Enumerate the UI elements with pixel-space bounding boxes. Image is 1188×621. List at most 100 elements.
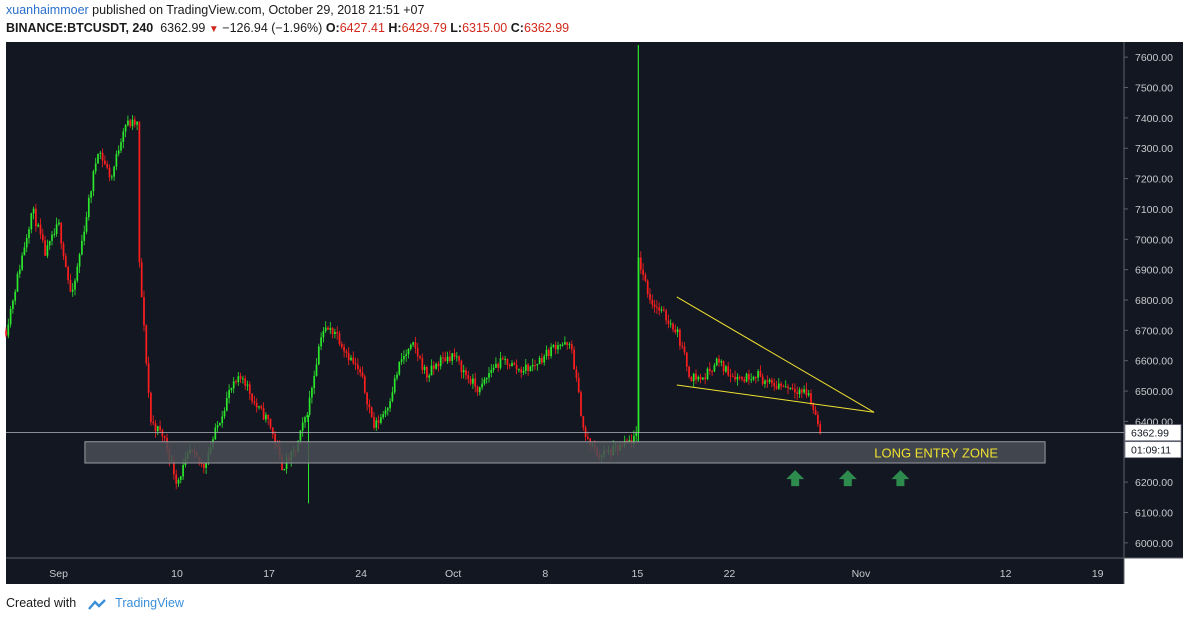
high-value: 6429.79 <box>401 21 447 35</box>
candle-up <box>409 344 412 350</box>
candle-down <box>587 437 589 439</box>
candle-up <box>389 401 391 409</box>
candle-down <box>794 389 796 393</box>
tradingview-link[interactable]: TradingView <box>115 596 184 610</box>
candle-up <box>311 388 313 398</box>
candle-down <box>646 280 649 294</box>
candle-down <box>819 424 822 434</box>
candle-down <box>437 363 440 367</box>
low-label: L: <box>450 21 463 35</box>
candle-up <box>110 176 113 178</box>
candle-up <box>768 379 771 382</box>
candle-up <box>113 166 115 177</box>
candle-down <box>580 392 582 417</box>
candle-down <box>780 383 782 387</box>
candle-down <box>60 222 63 244</box>
candle-down <box>370 407 373 417</box>
x-tick-label: 24 <box>355 568 367 580</box>
candle-down <box>718 358 720 363</box>
candle-down <box>766 380 769 382</box>
candle-up <box>495 363 497 368</box>
candle-down <box>145 325 148 364</box>
candle-down <box>147 363 150 393</box>
candle-down <box>506 358 509 365</box>
candle-down <box>787 386 789 389</box>
time-axis[interactable] <box>6 558 1124 584</box>
candle-up <box>304 417 306 423</box>
x-tick-label: 17 <box>263 568 275 580</box>
candle-up <box>382 414 385 418</box>
candle-up <box>51 234 53 241</box>
candle-up <box>757 371 759 378</box>
x-tick-label: 15 <box>631 568 643 580</box>
candle-up <box>99 152 102 154</box>
author-link[interactable]: xuanhaimmoer <box>6 3 89 17</box>
candle-down <box>458 356 460 361</box>
candle-up <box>531 365 534 367</box>
y-tick-label: 6100.00 <box>1135 507 1173 519</box>
candle-down <box>368 404 371 408</box>
candle-down <box>373 416 375 428</box>
candle-up <box>485 377 488 380</box>
candle-up <box>462 370 465 373</box>
candle-down <box>554 345 557 350</box>
countdown-box <box>1124 441 1182 459</box>
high-label: H: <box>388 21 402 35</box>
candle-up <box>320 337 322 347</box>
candle-up <box>396 374 398 379</box>
candle-up <box>412 342 414 345</box>
candle-down <box>163 436 166 438</box>
candle-up <box>504 358 506 360</box>
candle-down <box>274 433 276 445</box>
candle-down <box>649 293 651 300</box>
candle-down <box>708 368 711 372</box>
candle-up <box>702 377 704 380</box>
candle-up <box>725 366 727 372</box>
candle-up <box>391 392 394 402</box>
candle-down <box>421 357 424 370</box>
candle-up <box>550 346 552 357</box>
candle-down <box>64 256 67 267</box>
candle-up <box>499 358 502 368</box>
candle-up <box>451 353 454 361</box>
last-price-box <box>1124 424 1182 442</box>
candle-up <box>131 119 134 127</box>
candle-up <box>552 345 555 347</box>
candle-up <box>635 432 638 436</box>
down-triangle-icon: ▼ <box>208 24 219 35</box>
candle-up <box>9 308 12 325</box>
symbol-line: BINANCE:BTCUSDT, 240 6362.99 ▼ −126.94 (… <box>6 21 569 35</box>
candle-up <box>386 408 389 411</box>
candle-up <box>219 423 221 426</box>
candle-down <box>695 373 697 380</box>
candle-up <box>28 229 30 238</box>
candle-down <box>253 401 256 403</box>
candle-up <box>7 324 10 336</box>
candle-down <box>653 304 656 307</box>
candle-up <box>76 266 79 281</box>
candle-up <box>430 365 433 376</box>
time-axis-labels: Sep 10 17 24 Oct 8 15 22 Nov 12 19 <box>49 568 1103 580</box>
candle-down <box>101 152 104 161</box>
candle-down <box>685 352 688 367</box>
close-label: C: <box>510 21 524 35</box>
candle-up <box>492 367 495 370</box>
candle-up <box>313 376 316 389</box>
x-tick-label: Oct <box>445 568 461 580</box>
y-tick-label: 7300.00 <box>1135 143 1173 155</box>
candle-down <box>805 389 808 396</box>
candle-up <box>87 197 90 218</box>
candle-down <box>251 393 253 402</box>
candle-down <box>711 371 713 373</box>
candle-up <box>265 414 267 420</box>
candle-down <box>267 414 270 419</box>
candle-up <box>557 345 559 350</box>
lower-trendline <box>676 384 875 413</box>
candle-down <box>775 386 778 389</box>
price-axis[interactable] <box>1124 42 1183 558</box>
candle-down <box>674 329 677 333</box>
candle-down <box>129 120 132 127</box>
price-chart[interactable]: LONG ENTRY ZONE 6000.006100.006200.00630… <box>0 40 1188 586</box>
candle-down <box>239 376 242 379</box>
y-tick-label: 7200.00 <box>1135 174 1173 186</box>
